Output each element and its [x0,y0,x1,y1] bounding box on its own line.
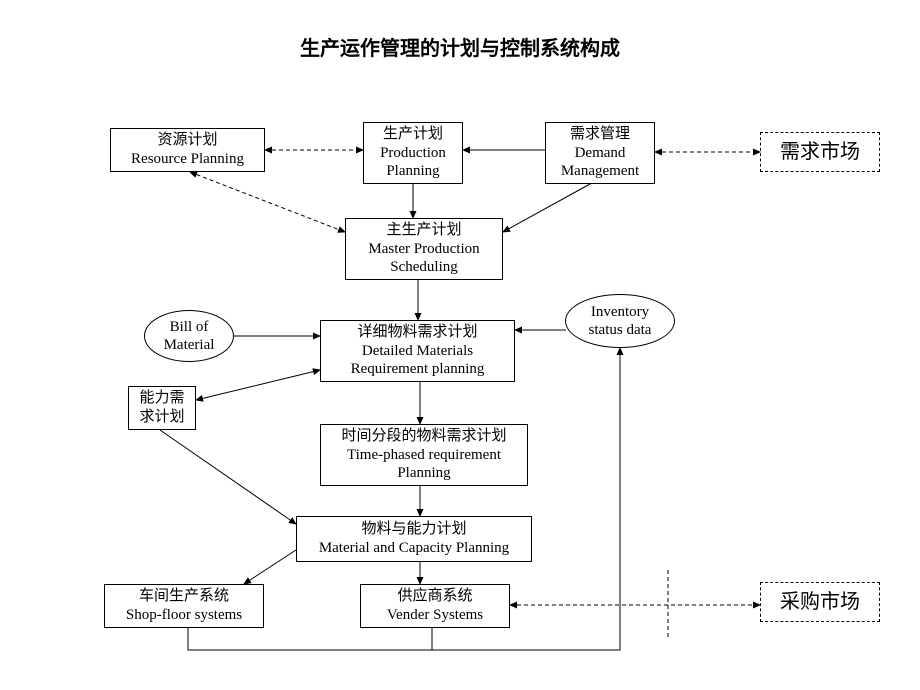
node-shop-floor: 车间生产系统 Shop-floor systems [104,584,264,628]
node-label: Master Production [368,240,479,259]
node-label: Time-phased requirement [347,446,501,465]
node-label: Demand [575,144,626,163]
node-label: Planning [397,464,450,483]
node-label: Inventory [591,303,649,321]
diagram-title: 生产运作管理的计划与控制系统构成 [0,32,920,61]
node-bill-of-material: Bill of Material [144,310,234,362]
node-label: Resource Planning [131,150,244,169]
node-label: Vender Systems [387,606,483,625]
node-label: Management [561,162,639,181]
node-label: 需求市场 [780,140,860,165]
node-label: Material [164,336,215,354]
node-label: 主生产计划 [386,221,461,240]
node-inventory-status: Inventory status data [565,294,675,348]
node-label: 需求管理 [570,125,630,144]
node-vendor-systems: 供应商系统 Vender Systems [360,584,510,628]
node-resource-planning: 资源计划 Resource Planning [110,128,265,172]
node-label: Planning [386,162,439,181]
node-label: 采购市场 [780,590,860,615]
node-master-production-scheduling: 主生产计划 Master Production Scheduling [345,218,503,280]
node-detailed-mrp: 详细物料需求计划 Detailed Materials Requirement … [320,320,515,382]
node-label: Detailed Materials [362,342,473,361]
node-label: Scheduling [390,258,458,277]
node-label: 时间分段的物料需求计划 [341,427,506,446]
node-label: 物料与能力计划 [361,520,466,539]
node-label: 供应商系统 [397,587,472,606]
node-label: 生产计划 [383,125,443,144]
node-label: Production [380,144,446,163]
node-material-capacity: 物料与能力计划 Material and Capacity Planning [296,516,532,562]
node-label: 详细物料需求计划 [357,323,477,342]
node-demand-management: 需求管理 Demand Management [545,122,655,184]
node-label: 资源计划 [157,131,217,150]
node-label: Bill of [170,318,209,336]
node-label: 求计划 [139,408,184,427]
node-capacity-requirement: 能力需 求计划 [128,386,196,430]
node-label: Requirement planning [351,360,485,379]
node-demand-market: 需求市场 [760,132,880,172]
node-label: 车间生产系统 [139,587,229,606]
node-label: Material and Capacity Planning [319,539,509,558]
node-time-phased: 时间分段的物料需求计划 Time-phased requirement Plan… [320,424,528,486]
node-label: 能力需 [139,389,184,408]
node-label: Shop-floor systems [126,606,242,625]
node-purchase-market: 采购市场 [760,582,880,622]
node-production-planning: 生产计划 Production Planning [363,122,463,184]
node-label: status data [589,321,652,339]
